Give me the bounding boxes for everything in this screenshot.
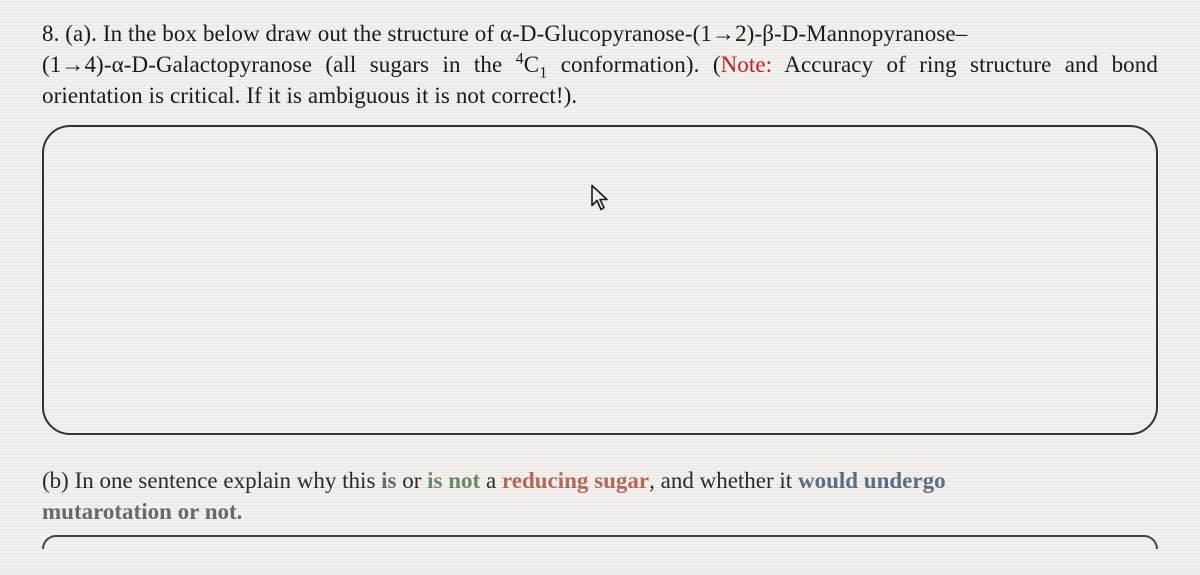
b-lead: (b) In one sentence explain why this — [42, 468, 381, 493]
cursor-icon — [589, 183, 611, 218]
b-mut: mutarotation — [42, 499, 172, 524]
answer-box-a[interactable] — [42, 125, 1158, 435]
b-tail: , and whether it — [649, 468, 798, 493]
q-mid: (all sugars in the — [312, 52, 516, 77]
conf-base: C — [524, 52, 539, 77]
question-a-text: 8. (a). In the box below draw out the st… — [42, 18, 1158, 111]
conf-sup: 4 — [516, 50, 524, 67]
question-b-text: (b) In one sentence explain why this is … — [42, 465, 1158, 527]
compound-2: (1→4)-α-D-Galactopyranose — [42, 52, 312, 77]
b-ornot: or not. — [172, 499, 243, 524]
b-isnot: is not — [427, 468, 480, 493]
answer-box-b-top-edge — [42, 535, 1158, 549]
q-number: 8. (a). — [42, 21, 97, 46]
b-mid: a — [480, 468, 502, 493]
note-label: Note: — [721, 52, 773, 77]
compound-1: α-D-Glucopyranose-(1→2)-β-D-Mannopyranos… — [500, 21, 967, 46]
q-lead: In the box below draw out the structure … — [103, 21, 500, 46]
q-mid2: conformation). ( — [547, 52, 720, 77]
b-reducing: reducing sugar — [502, 468, 649, 493]
b-is: is — [381, 468, 396, 493]
b-would: would undergo — [798, 468, 946, 493]
b-or: or — [397, 468, 428, 493]
